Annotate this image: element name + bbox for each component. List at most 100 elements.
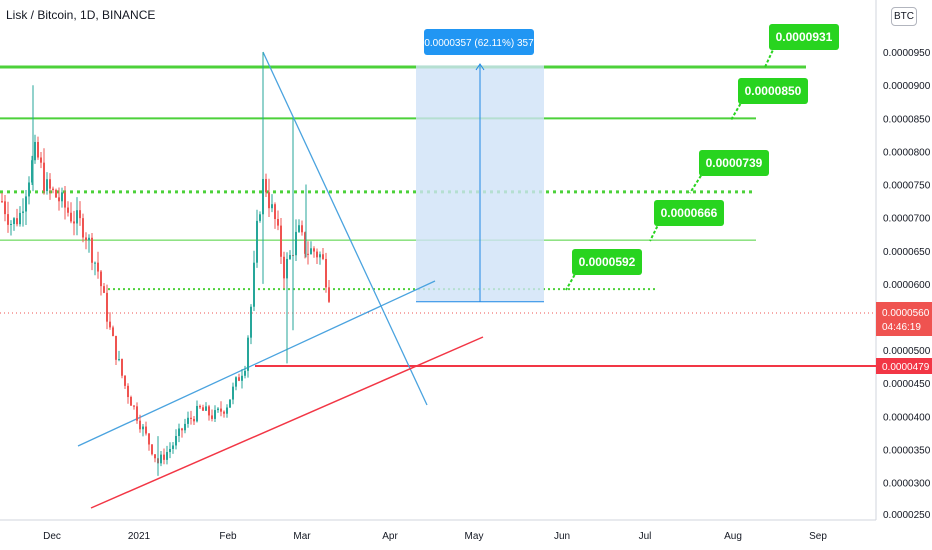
candle-body [13, 218, 15, 225]
projection-label-box [424, 29, 534, 55]
candle-body [187, 417, 189, 424]
y-tick-label: 0.0000350 [883, 445, 931, 456]
candle-body [160, 454, 162, 464]
candle-body [22, 211, 24, 213]
candle-body [142, 426, 144, 430]
candle-body [10, 224, 12, 226]
candle-body [97, 262, 99, 272]
x-tick-label: Feb [219, 531, 237, 542]
x-tick-label: Jul [639, 531, 652, 542]
candle-body [250, 306, 252, 338]
candle-body [196, 405, 198, 422]
y-tick-label: 0.0000300 [883, 479, 931, 490]
candle-body [43, 162, 45, 192]
candle-body [280, 225, 282, 257]
candle-body [121, 359, 123, 376]
candle-body [307, 253, 309, 255]
current-price-badge [876, 302, 932, 336]
candle-body [25, 196, 27, 212]
candle-body [256, 220, 258, 263]
y-tick-label: 0.0000950 [883, 48, 931, 59]
x-tick-label: 2021 [128, 531, 151, 542]
candle-body [115, 335, 117, 360]
candle-body [253, 262, 255, 307]
candle-body [94, 262, 96, 264]
candle-body [58, 197, 60, 202]
symbol-title: Lisk / Bitcoin, 1D, BINANCE [6, 8, 156, 22]
y-tick-label: 0.0000850 [883, 114, 931, 125]
candle-body [40, 157, 42, 163]
candle-body [271, 204, 273, 209]
y-tick-label: 0.0000500 [883, 346, 931, 357]
candle-body [259, 214, 261, 221]
y-tick-label: 0.0000600 [883, 280, 931, 291]
candle-body [31, 160, 33, 183]
candle-body [301, 225, 303, 233]
candle-body [85, 237, 87, 241]
y-tick-label: 0.0000650 [883, 247, 931, 258]
candle-body [100, 271, 102, 287]
candle-body [313, 248, 315, 252]
candle-body [124, 375, 126, 386]
target-label-box [572, 249, 642, 275]
candle-body [46, 179, 48, 192]
target-label-text: 0.0000739 [706, 156, 763, 170]
candle-body [76, 210, 78, 224]
candle-body [61, 192, 63, 202]
x-tick-label: Sep [809, 531, 827, 542]
candle-body [247, 337, 249, 371]
candle-body [304, 232, 306, 254]
candle-body [199, 405, 201, 408]
candle-body [88, 237, 90, 241]
y-tick-label: 0.0000400 [883, 412, 931, 423]
candle-body [136, 406, 138, 421]
y-tick-label: 0.0000700 [883, 214, 931, 225]
candle-body [193, 418, 195, 422]
target-label-box [769, 24, 839, 50]
candle-body [4, 201, 6, 215]
support-price-value: 0.0000479 [882, 362, 930, 373]
candle-body [238, 377, 240, 381]
candle-body [283, 256, 285, 279]
candle-body [49, 179, 51, 189]
candle-body [154, 454, 156, 459]
projection-arrowhead [475, 63, 485, 71]
y-tick-label: 0.0000450 [883, 379, 931, 390]
candle-body [73, 221, 75, 224]
candle-body [184, 423, 186, 431]
candle-body [166, 452, 168, 460]
target-label-box [699, 150, 769, 176]
candle-body [139, 420, 141, 430]
candle-body [265, 178, 267, 193]
target-label-text: 0.0000850 [745, 84, 802, 98]
candle-body [172, 445, 174, 449]
currency-button[interactable]: BTC [891, 7, 917, 26]
candle-body [118, 359, 120, 361]
candle-body [52, 188, 54, 190]
y-tick-label: 0.0000250 [883, 510, 931, 521]
candle-body [325, 258, 327, 288]
candle-body [220, 408, 222, 412]
target-label-box [738, 78, 808, 104]
candle-body [91, 237, 93, 263]
y-tick-label: 0.0000750 [883, 181, 931, 192]
candle-body [190, 417, 192, 419]
candle-body [295, 231, 297, 256]
candle-body [34, 141, 36, 161]
candle-body [16, 218, 18, 225]
target-label-text: 0.0000592 [579, 255, 636, 269]
candle-body [148, 433, 150, 445]
target-label-text: 0.0000931 [776, 30, 833, 44]
candle-body [127, 385, 129, 398]
candle-body [319, 254, 321, 258]
candle-body [286, 258, 288, 279]
candle-body [322, 254, 324, 259]
candle-body [226, 407, 228, 414]
candle-body [19, 212, 21, 225]
candle-body [202, 407, 204, 411]
y-tick-label: 0.0000900 [883, 81, 931, 92]
x-tick-label: Dec [43, 531, 61, 542]
candle-body [145, 426, 147, 434]
candle-body [82, 218, 84, 238]
